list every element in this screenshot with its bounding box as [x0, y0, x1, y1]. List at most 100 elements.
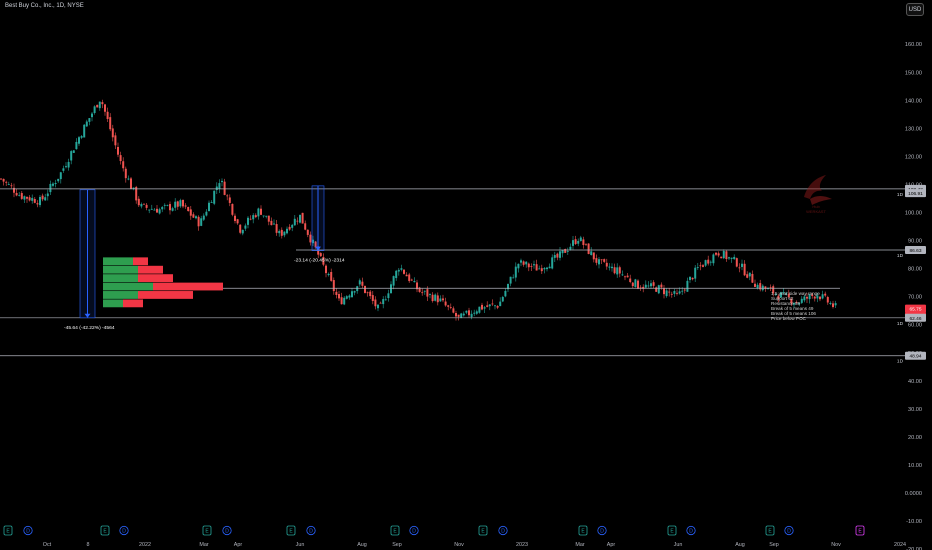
candle-body — [538, 268, 541, 270]
symbol-title[interactable]: Best Buy Co., Inc., 1D, NYSE — [5, 3, 84, 9]
earnings-badge-text: E — [768, 528, 772, 534]
candle-body — [468, 310, 470, 316]
candle-body — [249, 218, 252, 220]
candle-body — [748, 272, 751, 277]
bird-logo-icon — [804, 175, 832, 205]
candle-body — [275, 224, 278, 233]
candle-body — [592, 252, 595, 260]
dividend-badge[interactable] — [686, 525, 696, 536]
candle-body — [158, 209, 161, 214]
candle-body — [267, 215, 270, 222]
candle-body — [421, 292, 424, 294]
candle-body — [533, 264, 535, 266]
dividend-badge[interactable] — [222, 525, 232, 536]
earnings-badge[interactable] — [765, 525, 775, 536]
time-axis-label: Mar — [575, 542, 584, 548]
candle-body — [62, 168, 65, 171]
candle-body — [296, 220, 299, 222]
candle-body — [132, 187, 135, 189]
candle-body — [759, 283, 762, 290]
candle-body — [208, 202, 210, 212]
dividend-badge[interactable] — [409, 525, 419, 536]
candle-body — [569, 246, 572, 250]
time-axis-label: Apr — [607, 542, 616, 548]
candle-body — [59, 172, 62, 180]
candle-body — [449, 307, 452, 308]
candle-body — [31, 197, 34, 201]
time-axis-label: Mar — [199, 542, 208, 548]
earnings-badge[interactable] — [202, 525, 212, 536]
candle-body — [655, 287, 658, 292]
candle-body — [26, 196, 28, 199]
dividend-badge[interactable] — [498, 525, 508, 536]
candle-body — [616, 267, 619, 275]
candle-body — [286, 228, 288, 234]
candle-body — [478, 306, 481, 313]
candle-body — [637, 280, 639, 289]
price-level-tag — [905, 304, 926, 313]
earnings-badge-text: E — [481, 528, 485, 534]
dividend-badge[interactable] — [119, 525, 129, 536]
candle-body — [143, 203, 145, 205]
candle-body — [436, 295, 439, 303]
earnings-badge[interactable] — [578, 525, 588, 536]
candle-body — [564, 249, 567, 253]
earnings-badge[interactable] — [3, 525, 13, 536]
measure-drop-2-arrowhead — [315, 246, 321, 251]
volume-profile-up-bar — [103, 265, 138, 274]
currency-button[interactable]: USD — [906, 3, 924, 16]
candle-body — [423, 290, 426, 292]
earnings-badge[interactable] — [478, 525, 488, 536]
candle-body — [135, 186, 138, 201]
time-axis-label: Nov — [454, 542, 464, 548]
earnings-badge[interactable] — [667, 525, 677, 536]
dividend-badge[interactable] — [306, 525, 316, 536]
time-axis-label: 2022 — [139, 542, 151, 548]
candle-body — [696, 267, 699, 268]
earnings-badge[interactable] — [855, 525, 865, 536]
candle-body — [455, 313, 457, 317]
candle-body — [488, 304, 491, 307]
earnings-badge[interactable] — [100, 525, 110, 536]
candle-body — [405, 274, 408, 277]
time-axis-label: Nov — [831, 542, 841, 548]
volume-profile-down-bar — [153, 282, 223, 291]
candle-body — [85, 121, 88, 127]
volume-profile-up-bar — [103, 282, 153, 291]
candle-body — [540, 268, 543, 272]
candle-body — [278, 231, 281, 234]
candle-body — [504, 290, 507, 297]
candle-body — [184, 205, 187, 207]
earnings-badge[interactable] — [286, 525, 296, 536]
candle-body — [475, 311, 478, 314]
candle-body — [270, 220, 273, 226]
candle-body — [72, 150, 75, 153]
candle-body — [304, 223, 307, 230]
dividend-badge[interactable] — [23, 525, 33, 536]
dividend-badge-text: D — [787, 528, 791, 534]
candle-body — [0, 178, 2, 180]
candle-body — [124, 168, 127, 179]
candle-body — [127, 178, 130, 180]
candle-body — [150, 208, 153, 210]
dividend-badge[interactable] — [784, 525, 794, 536]
level-line-tag: 1D — [897, 321, 904, 327]
candle-body — [764, 286, 767, 289]
candle-body — [210, 202, 213, 203]
candle-body — [288, 226, 291, 230]
candle-body — [260, 208, 262, 215]
earnings-badge[interactable] — [390, 525, 400, 536]
candle-body — [712, 254, 715, 264]
dividend-badge-text: D — [225, 528, 229, 534]
candle-body — [512, 277, 515, 279]
dividend-badge[interactable] — [597, 525, 607, 536]
candle-body — [782, 292, 785, 293]
candle-body — [585, 243, 587, 245]
candle-body — [374, 299, 377, 307]
price-axis-label: 120.00 — [905, 154, 922, 160]
price-axis-label: 130.00 — [905, 126, 922, 132]
candle-body — [418, 287, 421, 292]
candle-body — [561, 250, 564, 254]
price-axis-label: 150.00 — [905, 70, 922, 76]
